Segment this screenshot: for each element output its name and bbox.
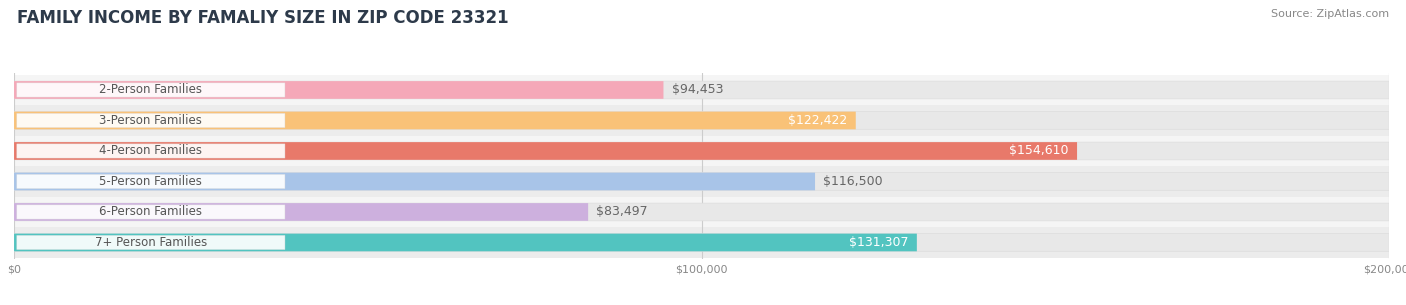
FancyBboxPatch shape bbox=[14, 142, 1389, 160]
FancyBboxPatch shape bbox=[14, 81, 1389, 99]
FancyBboxPatch shape bbox=[17, 144, 285, 158]
FancyBboxPatch shape bbox=[17, 235, 285, 249]
FancyBboxPatch shape bbox=[14, 81, 664, 99]
FancyBboxPatch shape bbox=[14, 173, 1389, 190]
Bar bbox=[14, 136, 1389, 166]
FancyBboxPatch shape bbox=[17, 174, 285, 188]
FancyBboxPatch shape bbox=[14, 142, 1077, 160]
Text: $83,497: $83,497 bbox=[596, 206, 648, 218]
Bar bbox=[14, 105, 1389, 136]
FancyBboxPatch shape bbox=[17, 205, 285, 219]
Text: 6-Person Families: 6-Person Families bbox=[100, 206, 202, 218]
Text: 2-Person Families: 2-Person Families bbox=[100, 84, 202, 96]
Text: FAMILY INCOME BY FAMALIY SIZE IN ZIP CODE 23321: FAMILY INCOME BY FAMALIY SIZE IN ZIP COD… bbox=[17, 9, 509, 27]
FancyBboxPatch shape bbox=[17, 83, 285, 97]
Text: 4-Person Families: 4-Person Families bbox=[100, 145, 202, 157]
Bar bbox=[14, 197, 1389, 227]
Bar bbox=[14, 75, 1389, 105]
FancyBboxPatch shape bbox=[14, 203, 588, 221]
Text: $116,500: $116,500 bbox=[824, 175, 883, 188]
Bar bbox=[14, 166, 1389, 197]
FancyBboxPatch shape bbox=[14, 203, 1389, 221]
FancyBboxPatch shape bbox=[14, 112, 1389, 129]
Text: $94,453: $94,453 bbox=[672, 84, 723, 96]
FancyBboxPatch shape bbox=[14, 112, 856, 129]
FancyBboxPatch shape bbox=[14, 234, 1389, 251]
Text: 5-Person Families: 5-Person Families bbox=[100, 175, 202, 188]
Text: 3-Person Families: 3-Person Families bbox=[100, 114, 202, 127]
Text: $131,307: $131,307 bbox=[849, 236, 908, 249]
FancyBboxPatch shape bbox=[17, 113, 285, 127]
Bar bbox=[14, 227, 1389, 258]
FancyBboxPatch shape bbox=[14, 234, 917, 251]
Text: $122,422: $122,422 bbox=[789, 114, 848, 127]
Text: 7+ Person Families: 7+ Person Families bbox=[94, 236, 207, 249]
Text: Source: ZipAtlas.com: Source: ZipAtlas.com bbox=[1271, 9, 1389, 19]
Text: $154,610: $154,610 bbox=[1010, 145, 1069, 157]
FancyBboxPatch shape bbox=[14, 173, 815, 190]
